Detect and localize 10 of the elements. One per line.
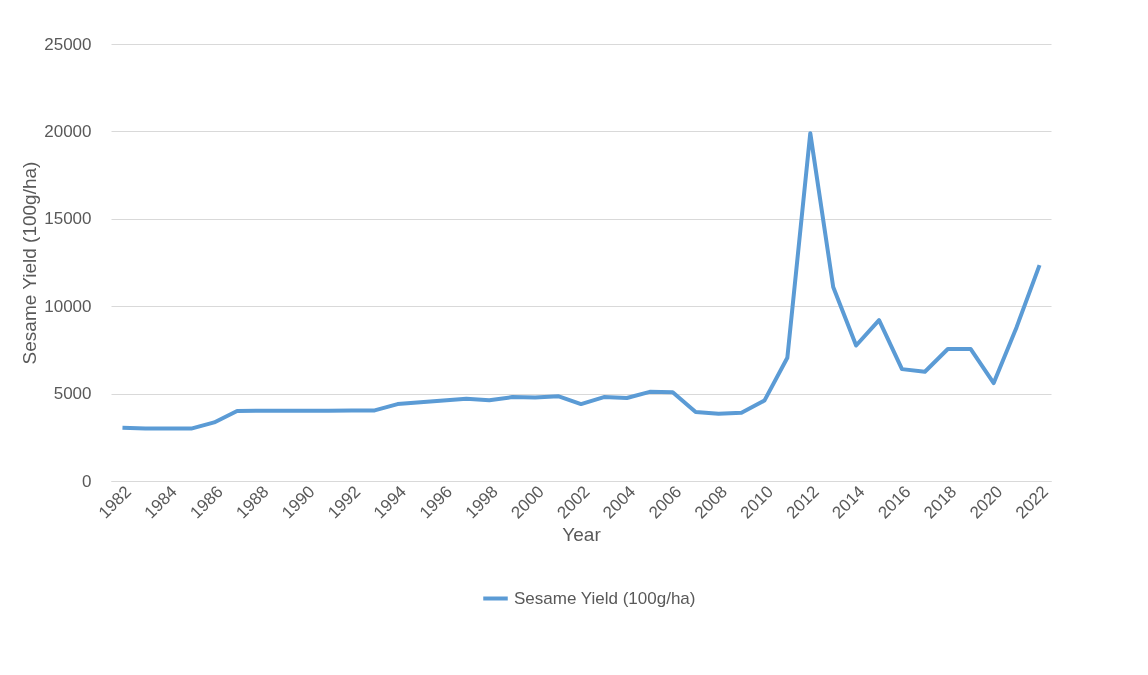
y-tick-label: 10000 — [44, 296, 92, 316]
line-series — [120, 131, 1042, 431]
x-axis-title: Year — [562, 523, 602, 545]
y-tick-label: 25000 — [44, 34, 92, 54]
y-axis-title: Sesame Yield (100g/ha) — [19, 161, 41, 365]
legend-label: Sesame Yield (100g/ha) — [514, 588, 696, 608]
y-tick-label: 20000 — [44, 121, 92, 141]
y-tick-label: 15000 — [44, 209, 92, 229]
y-tick-label: 0 — [82, 471, 92, 491]
y-tick-label: 5000 — [53, 384, 92, 404]
